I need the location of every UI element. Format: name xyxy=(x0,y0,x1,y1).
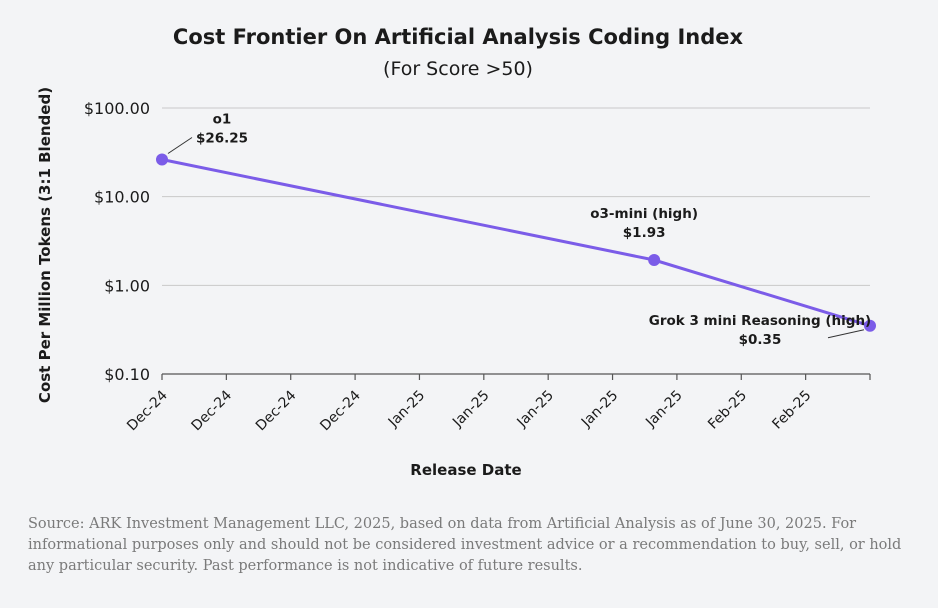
annotation-leader xyxy=(167,137,193,154)
x-tick-label: Dec-24 xyxy=(317,387,364,434)
annotation-name: o3-mini (high) xyxy=(590,206,698,222)
x-tick-label: Feb-25 xyxy=(705,388,750,433)
annotation-name: o1 xyxy=(213,112,232,128)
x-tick-label: Feb-25 xyxy=(769,388,814,433)
x-tick-label: Jan-25 xyxy=(514,388,557,431)
x-tick-label: Dec-24 xyxy=(253,387,300,434)
y-tick-label: $100.00 xyxy=(84,99,150,118)
y-tick-label: $0.10 xyxy=(104,365,150,384)
chart-title: Cost Frontier On Artificial Analysis Cod… xyxy=(173,25,744,49)
x-tick-label: Dec-24 xyxy=(189,387,236,434)
series-line xyxy=(161,158,871,328)
annotation-value: $26.25 xyxy=(196,131,248,147)
x-tick-label: Jan-25 xyxy=(642,388,685,431)
x-tick-label: Jan-25 xyxy=(578,388,621,431)
annotation-value: $1.93 xyxy=(623,225,666,241)
source-footnote: Source: ARK Investment Management LLC, 2… xyxy=(28,516,902,574)
series-group xyxy=(156,153,876,332)
data-point xyxy=(648,254,661,267)
x-tick-label: Jan-25 xyxy=(385,388,428,431)
annotations: o1 $26.25 o3-mini (high) $1.93 Grok 3 mini R… xyxy=(167,112,871,348)
data-point xyxy=(864,319,876,332)
chart-subtitle: (For Score >50) xyxy=(383,58,533,80)
y-tick-label: $1.00 xyxy=(104,276,150,295)
x-tick-label: Jan-25 xyxy=(449,388,492,431)
annotation-name: Grok 3 mini Reasoning (high) xyxy=(649,313,871,329)
chart: Cost Frontier On Artificial Analysis Cod… xyxy=(36,25,876,479)
y-axis-label: Cost Per Million Tokens (3:1 Blended) xyxy=(36,87,54,403)
annotation-value: $0.35 xyxy=(739,332,782,348)
y-tick-labels: $100.00 $10.00 $1.00 $0.10 xyxy=(84,99,150,384)
x-axis: Dec-24 Dec-24 Dec-24 Dec-24 Jan-25 Jan-25 Jan-… xyxy=(124,373,871,434)
annotation-leader xyxy=(827,329,865,339)
x-axis-label: Release Date xyxy=(410,461,521,479)
y-tick-label: $10.00 xyxy=(94,188,150,207)
x-tick-label: Dec-24 xyxy=(124,387,171,434)
data-point xyxy=(156,153,168,166)
